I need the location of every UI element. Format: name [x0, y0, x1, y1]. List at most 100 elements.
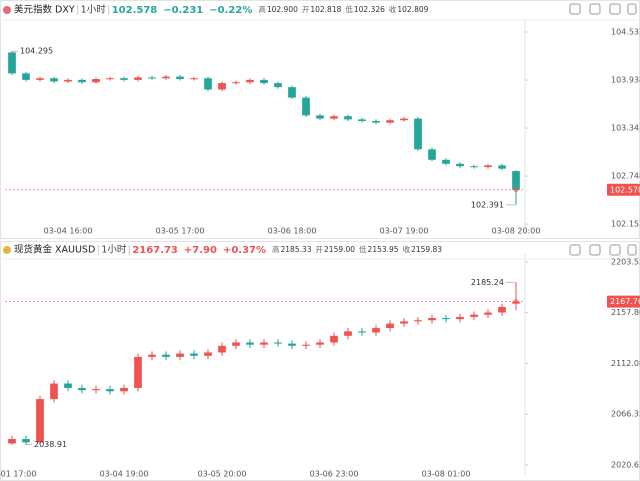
candle-body	[190, 353, 198, 356]
header-symbol: XAUUSD	[55, 245, 95, 256]
stat-label: 高	[258, 4, 266, 14]
tool-icon[interactable]	[589, 244, 601, 256]
candle-body	[470, 314, 478, 317]
candle-body	[274, 83, 282, 88]
candle-body	[470, 166, 478, 168]
candle-body	[106, 78, 114, 80]
candle-body	[64, 383, 72, 388]
max-label: 104.295	[20, 47, 53, 56]
tool-icon[interactable]	[627, 244, 637, 256]
candle-body	[162, 76, 170, 79]
stat-value: 2185.33	[281, 245, 312, 254]
last-price-dot	[513, 299, 519, 305]
y-tick-label: 102.748	[611, 172, 640, 181]
candle-body	[190, 78, 198, 80]
y-tick-label: 2203.53	[611, 257, 640, 266]
candle-body	[78, 79, 86, 83]
candle-body	[176, 76, 184, 80]
candle-body	[162, 354, 170, 357]
y-tick-label: 103.938	[611, 76, 640, 85]
candle-body	[386, 323, 394, 329]
tool-icon[interactable]	[627, 3, 637, 15]
tool-icon[interactable]	[609, 3, 621, 15]
candle-body	[134, 356, 142, 388]
x-tick-label: 03-07 19:00	[380, 227, 429, 236]
stat-value: 2159.83	[411, 245, 442, 254]
symbol-icon	[3, 246, 11, 254]
candle-body	[428, 149, 436, 160]
candle-body	[50, 383, 58, 400]
candle-body	[218, 345, 226, 353]
symbol-icon	[3, 6, 11, 14]
candle-body	[330, 116, 338, 119]
y-tick-label: 104.533	[611, 28, 640, 37]
y-tick-label: 2157.80	[611, 308, 640, 317]
y-tick-label: 102.153	[611, 220, 640, 229]
stat-value: 102.809	[397, 5, 428, 14]
stat-label: 低	[359, 244, 367, 254]
candle-body	[22, 439, 30, 443]
tool-icon[interactable]	[569, 3, 581, 15]
last-price-label: 102.578	[610, 185, 640, 194]
candle-body	[372, 328, 380, 333]
candle-body	[484, 165, 492, 168]
candle-body	[344, 116, 352, 120]
header-name: 美元指数	[14, 4, 53, 16]
x-tick-label: 03-01 17:00	[0, 470, 36, 479]
candle-body	[400, 118, 408, 121]
stat-value: 2153.95	[368, 245, 399, 254]
candle-body	[274, 342, 282, 344]
candle-body	[428, 318, 436, 321]
candle-body	[302, 344, 310, 346]
x-tick-label: 03-06 18:00	[268, 227, 317, 236]
candle-body	[22, 73, 30, 80]
candle-body	[484, 312, 492, 315]
candle-body	[120, 387, 128, 392]
max-label: 2185.24	[471, 278, 504, 287]
header-change-pct: −0.22%	[209, 5, 252, 16]
candle-body	[414, 118, 422, 150]
candle-body	[260, 79, 268, 84]
y-tick-label: 103.343	[611, 124, 640, 133]
min-label: 2038.91	[34, 440, 67, 449]
toolbar[interactable]	[569, 3, 637, 256]
stat-label: 收	[389, 4, 397, 14]
y-tick-label: 2020.62	[611, 460, 640, 469]
candle-body	[288, 87, 296, 98]
tool-icon[interactable]	[609, 244, 621, 256]
candle-body	[204, 352, 212, 356]
candle-body	[442, 318, 450, 320]
tool-icon[interactable]	[589, 3, 601, 15]
y-tick-label: 2112.08	[611, 359, 640, 368]
candle-body	[372, 121, 380, 123]
candle-body	[246, 79, 254, 83]
x-tick-label: 03-04 16:00	[44, 227, 93, 236]
candle-body	[204, 78, 212, 90]
candle-body	[358, 119, 366, 122]
candle-body	[106, 389, 114, 392]
min-label: 102.391	[471, 200, 504, 209]
candle-body	[232, 342, 240, 346]
candle-body	[414, 320, 422, 322]
candle-body	[50, 78, 58, 82]
stat-label: 开	[316, 245, 324, 254]
candle-body	[330, 335, 338, 343]
tool-icon[interactable]	[569, 244, 581, 256]
x-tick-label: 03-05 17:00	[156, 227, 205, 236]
header-price: 2167.73	[132, 245, 178, 256]
stat-value: 102.326	[354, 5, 385, 14]
candle-body	[316, 342, 324, 345]
last-price-tag	[607, 183, 640, 196]
header-change: −0.231	[163, 5, 203, 16]
candle-body	[386, 120, 394, 123]
candle-body	[36, 78, 44, 80]
candle-body	[148, 77, 156, 79]
header-symbol: DXY	[55, 5, 75, 16]
stat-value: 2159.00	[324, 245, 355, 254]
candle-body	[218, 83, 226, 90]
x-tick-label: 03-08 01:00	[422, 470, 471, 479]
candle-body	[498, 306, 506, 313]
candle-body	[456, 163, 464, 167]
candle-body	[456, 316, 464, 320]
